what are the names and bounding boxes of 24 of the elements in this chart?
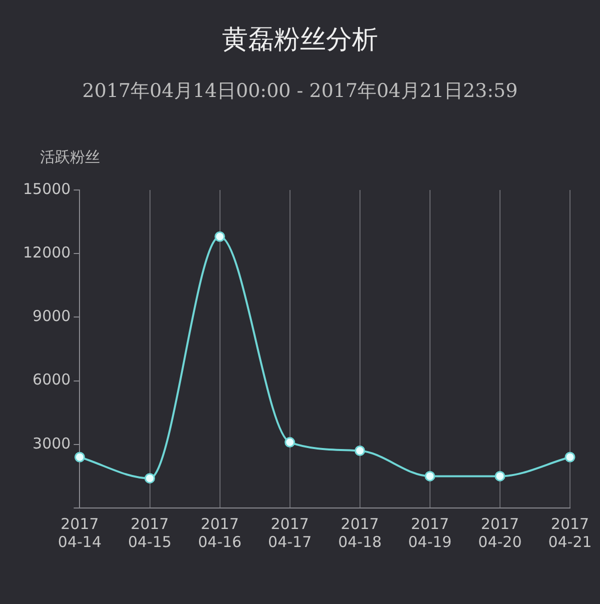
x-tick-label: 2017 04-17 [268, 514, 312, 551]
x-tick-label: 2017 04-18 [338, 514, 382, 551]
chart-title: 黄磊粉丝分析 [221, 24, 379, 57]
x-tick-label: 2017 04-14 [58, 514, 102, 551]
y-tick-label: 3000 [32, 434, 71, 452]
x-tick-label: 2017 04-20 [478, 514, 522, 551]
y-tick-label: 15000 [23, 180, 71, 198]
y-axis-title: 活跃粉丝 [40, 148, 100, 167]
x-tick-label: 2017 04-19 [408, 514, 452, 551]
x-tick-label: 2017 04-16 [198, 514, 242, 551]
point [144, 473, 156, 484]
point [214, 231, 226, 242]
point [74, 452, 85, 462]
point [354, 446, 366, 456]
point [284, 437, 296, 448]
y-tick-label: 6000 [32, 370, 71, 389]
y-tick-label: 12000 [23, 243, 71, 262]
point [494, 470, 506, 482]
x-tick-label: 2017 04-21 [548, 514, 592, 551]
x-tick-label: 2017 04-15 [128, 514, 172, 551]
point [564, 452, 576, 462]
point [424, 470, 436, 482]
chart-subtitle: 2017年04月14日00:00 - 2017年04月21日23:59 [81, 79, 519, 104]
y-tick-label: 9000 [32, 307, 71, 326]
